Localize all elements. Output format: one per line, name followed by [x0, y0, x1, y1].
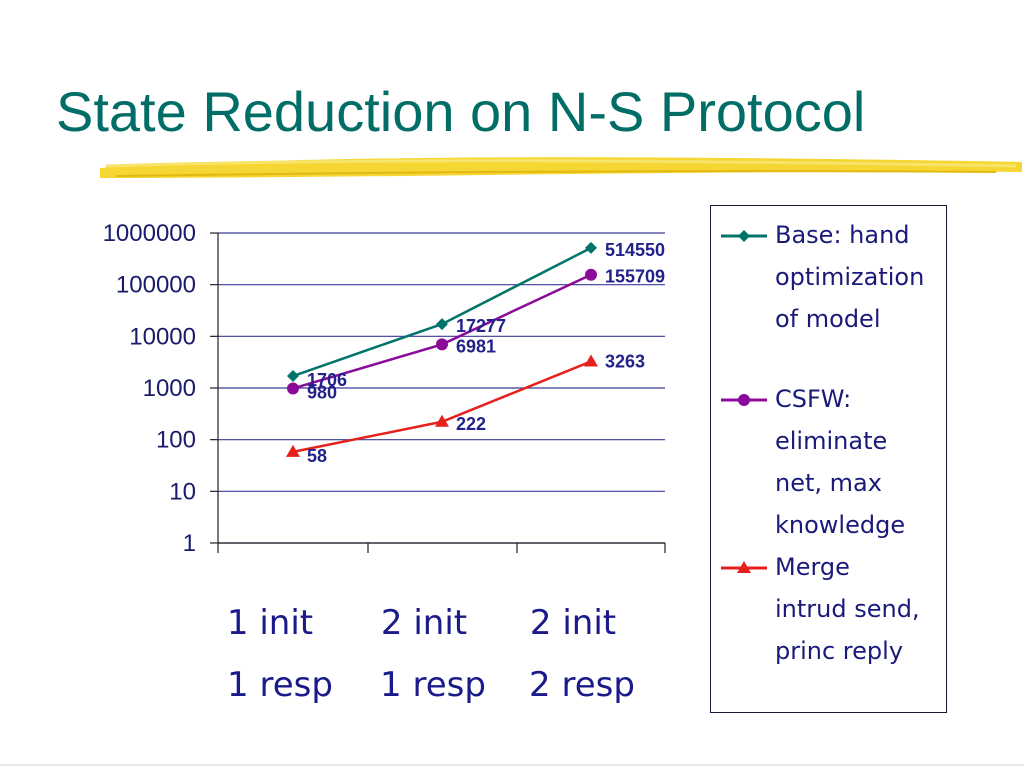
x-tick-label-1: 1 init 1 resp: [195, 592, 345, 716]
legend-label-merge: Merge intrud send, princ reply: [775, 553, 920, 665]
point-s3-2: [435, 414, 449, 427]
point-s1-1: [287, 370, 299, 383]
y-tick-label-1000000: 1000000: [103, 220, 196, 247]
data-label-s1-1: 1706: [307, 370, 347, 390]
legend-label-csfw: CSFW: eliminate net, max knowledge: [775, 385, 906, 539]
circle-marker-icon: [721, 394, 767, 406]
data-label-s2-2: 6981: [456, 336, 496, 356]
point-s2-1: [287, 382, 299, 395]
x-tick-label-1-line2: 1 resp: [227, 665, 333, 705]
data-labels: 1706 17277 514550 980 6981 155709 58 222 3263: [307, 240, 665, 466]
data-label-s1-2: 17277: [456, 316, 506, 336]
data-label-s1-3: 514550: [605, 240, 665, 260]
y-axis-tick-labels: 1 10 100 1000 10000 100000 1000000: [103, 220, 196, 557]
y-tick-label-10: 10: [169, 478, 196, 505]
y-tick-label-100: 100: [156, 427, 196, 454]
legend-label-base: Base: hand optimization of model: [775, 221, 925, 333]
data-label-s3-3: 3263: [605, 351, 645, 371]
title-underline: [100, 157, 1022, 178]
point-s2-3: [585, 268, 597, 281]
x-tick-label-2: 2 init 1 resp: [349, 592, 499, 716]
x-tick-label-1-line1: 1 init: [226, 603, 314, 643]
y-tick-label-1: 1: [183, 530, 196, 557]
data-label-s2-1: 980: [307, 382, 337, 402]
data-label-s2-3: 155709: [605, 267, 665, 287]
diamond-marker-icon: [721, 230, 767, 242]
x-tick-label-2-line1: 2 init: [380, 603, 468, 643]
point-s2-2: [436, 338, 448, 351]
chart-series: [286, 241, 598, 457]
point-s1-3: [585, 241, 597, 254]
triangle-marker-icon: [721, 561, 767, 573]
x-tick-label-3-line1: 2 init: [529, 603, 617, 643]
x-tick-label-2-line2: 1 resp: [380, 665, 486, 705]
slide-title: State Reduction on N-S Protocol: [56, 80, 866, 143]
point-s1-2: [436, 318, 448, 331]
series-line-1: [292, 246, 592, 378]
point-s3-1: [286, 444, 300, 457]
chart-axes: [217, 233, 666, 553]
slide-bottom-rule: [0, 764, 1024, 766]
y-tick-label-10000: 10000: [129, 323, 196, 350]
data-label-s3-1: 58: [307, 446, 327, 466]
x-tick-label-3: 2 init 2 resp: [498, 592, 648, 716]
y-tick-label-1000: 1000: [143, 375, 196, 402]
y-tick-label-100000: 100000: [116, 272, 196, 299]
chart-legend: Base: hand optimization of model CSFW: e…: [710, 205, 947, 713]
x-tick-label-3-line2: 2 resp: [529, 665, 635, 705]
chart-grid: [210, 232, 665, 544]
point-s3-3: [584, 354, 598, 367]
data-label-s3-2: 222: [456, 414, 486, 434]
